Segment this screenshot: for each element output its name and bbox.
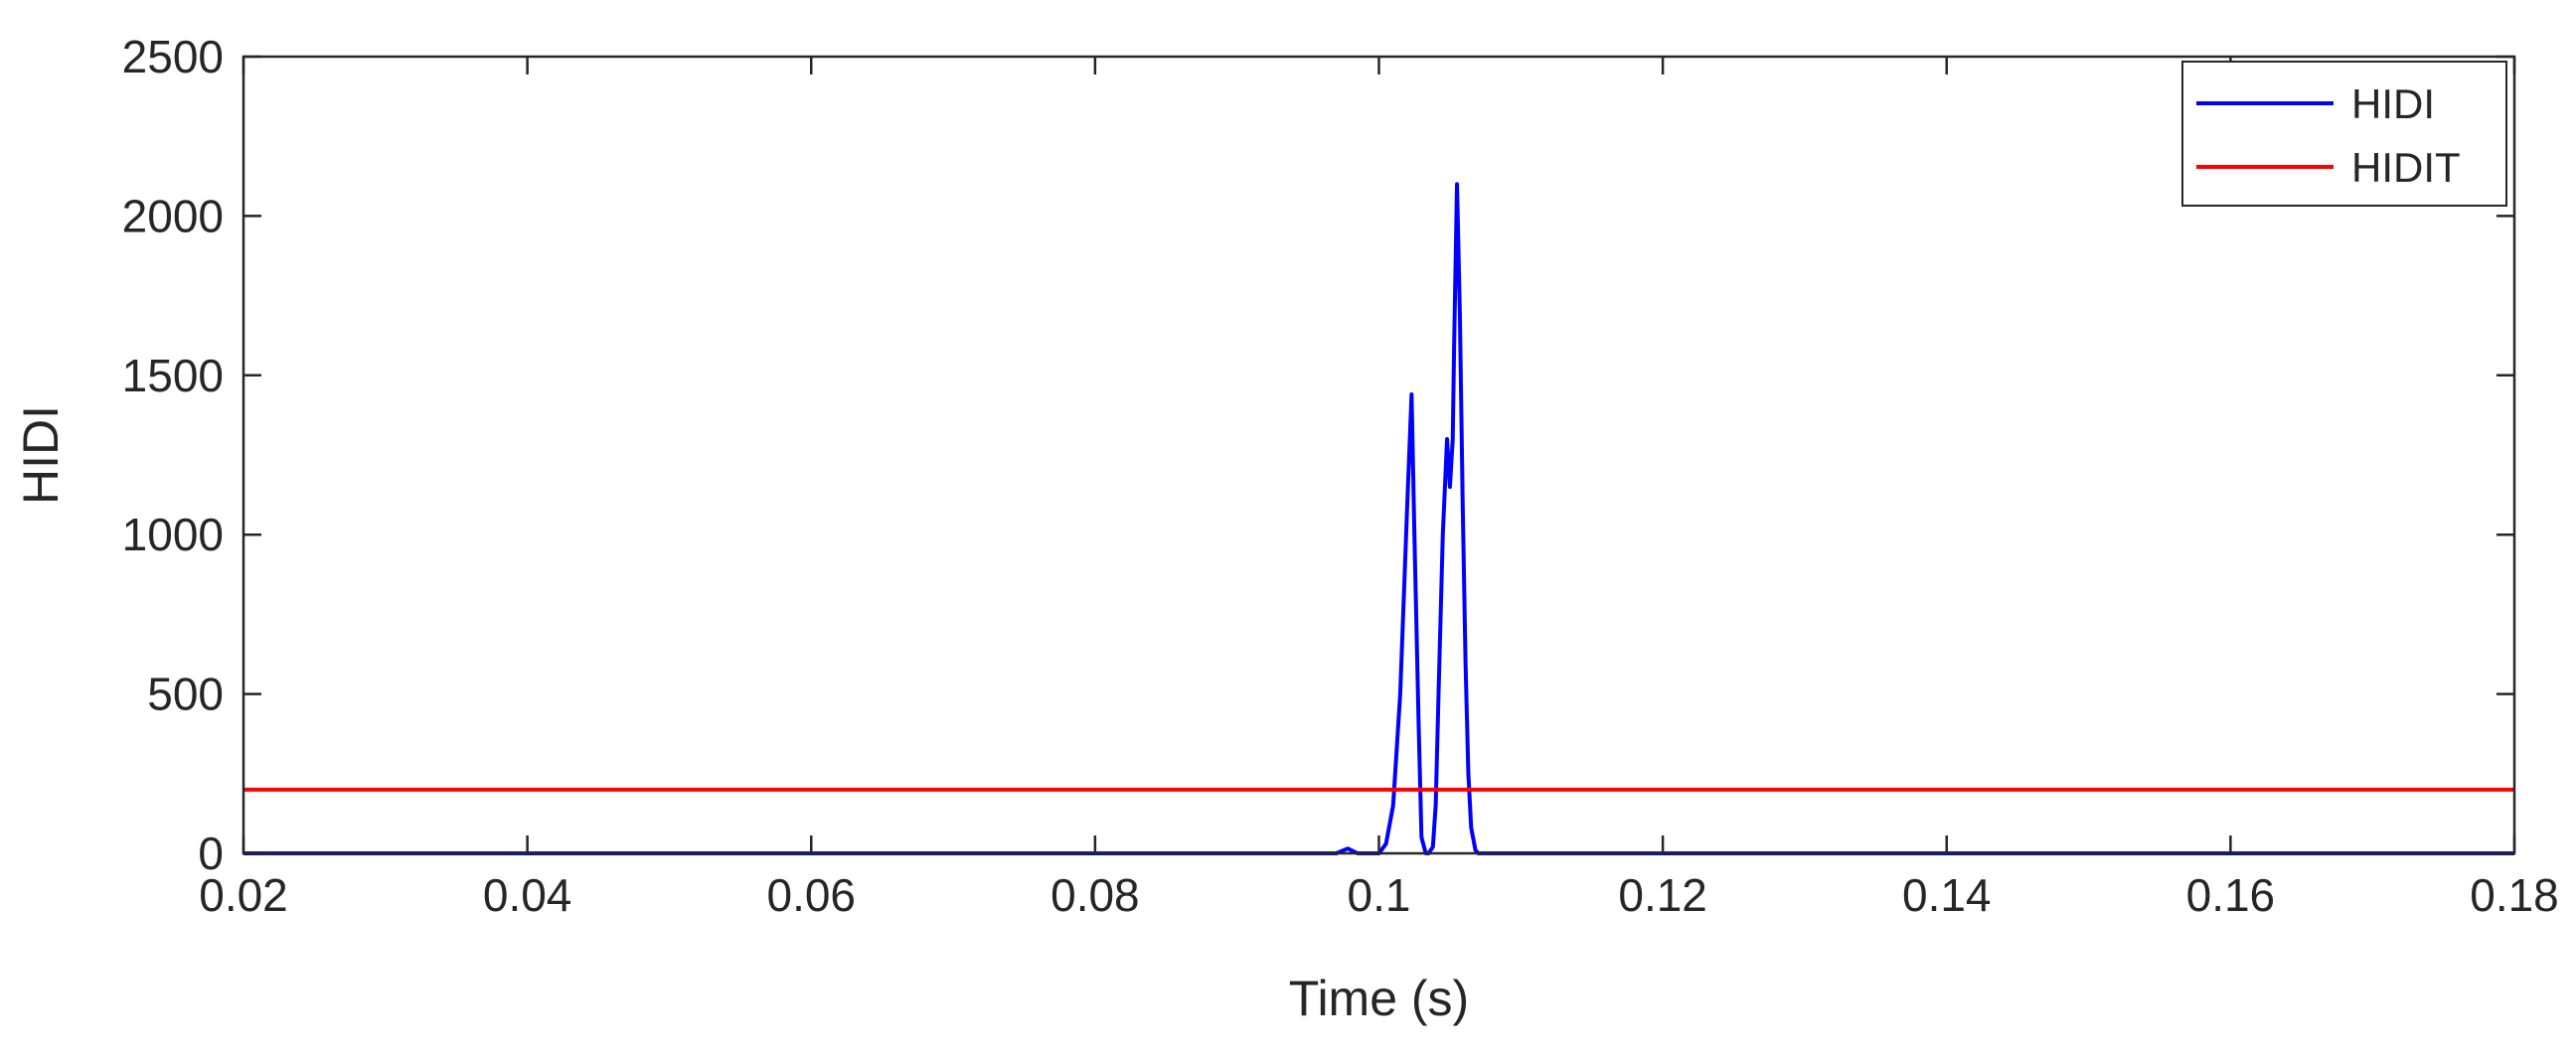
x-tick-label: 0.02 (199, 869, 288, 921)
tick-layer: 0.02 0.04 0.06 0.08 0.1 0.12 0.14 0.16 0.18 0 500 1… (122, 31, 2559, 921)
x-tick-label: 0.06 (766, 869, 856, 921)
y-tick-label: 2500 (122, 31, 224, 82)
legend: HIDI HIDIT (2181, 61, 2507, 207)
legend-label-hidi: HIDI (2351, 80, 2435, 127)
x-tick-label: 0.18 (2470, 869, 2559, 921)
legend-label-hidit: HIDIT (2351, 144, 2461, 191)
y-tick-label: 2000 (122, 190, 224, 241)
x-tick-label: 0.16 (2186, 869, 2276, 921)
series-layer (243, 182, 2514, 855)
x-tick-label: 0.12 (1618, 869, 1707, 921)
plot-area: 0.02 0.04 0.06 0.08 0.1 0.12 0.14 0.16 0.18 0 500 1… (122, 31, 2559, 921)
x-axis-label: Time (s) (1289, 971, 1469, 1026)
x-tick-label: 0.14 (1902, 869, 1992, 921)
x-tick-label: 0.1 (1348, 869, 1411, 921)
x-tick-label: 0.04 (483, 869, 572, 921)
y-tick-label: 500 (147, 669, 224, 720)
y-tick-label: 0 (198, 828, 224, 879)
legend-box (2181, 61, 2507, 207)
y-tick-label: 1500 (122, 350, 224, 401)
y-axis-label: HIDI (13, 405, 69, 505)
y-tick-label: 1000 (122, 509, 224, 560)
series-line-hidi (243, 182, 2514, 855)
x-tick-label: 0.08 (1050, 869, 1140, 921)
plot-background (243, 57, 2514, 853)
